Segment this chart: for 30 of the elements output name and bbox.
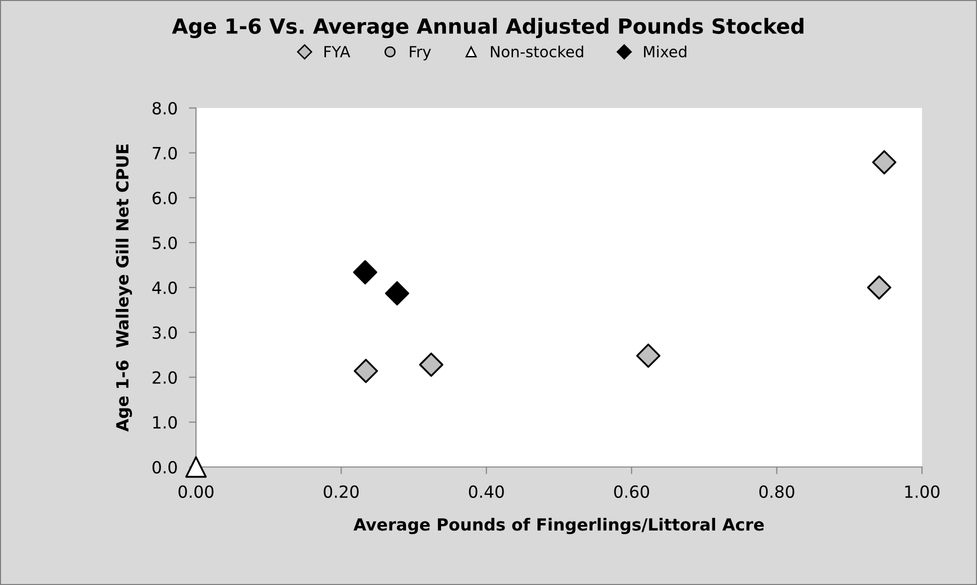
x-tick-label: 0.20	[324, 485, 359, 498]
point	[385, 281, 410, 306]
x-tick-label: 1.00	[905, 485, 940, 498]
y-tick-label: 6.0	[152, 192, 177, 204]
legend-label: FYA	[324, 46, 350, 58]
y-tick-label: 0.0	[152, 460, 177, 474]
y-tick-label: 3.0	[152, 326, 177, 339]
x-tick-label: 0.60	[614, 485, 650, 498]
y-axis-title: Age 1-6 Walleye Gill Net CPUE	[116, 144, 132, 432]
y-tick-label: 5.0	[152, 236, 177, 250]
y-tick-label: 7.0	[152, 146, 177, 160]
x-tick-label: 0.00	[178, 485, 214, 498]
y-tick-label: 8.0	[152, 102, 177, 115]
point	[353, 260, 378, 284]
legend-label: Non-stocked	[490, 46, 584, 58]
chart-title: Age 1-6 Vs. Average Annual Adjusted Pounds Stocked	[172, 18, 804, 38]
y-tick-label: 4.0	[152, 281, 177, 294]
point	[185, 456, 207, 478]
x-tick-label: 0.40	[468, 485, 504, 498]
legend-label: Fry	[410, 46, 431, 60]
y-tick-label: 1.0	[153, 416, 177, 429]
x-axis-title: Average Pounds of Fingerlings/Littoral Acre	[354, 518, 764, 534]
legend-label: Mixed	[644, 46, 686, 58]
point	[419, 352, 444, 377]
point	[867, 275, 892, 300]
point	[354, 358, 378, 384]
point	[636, 344, 660, 368]
point	[872, 150, 896, 174]
y-tick-label: 2.0	[152, 371, 177, 384]
x-tick-label: 0.80	[759, 485, 794, 498]
